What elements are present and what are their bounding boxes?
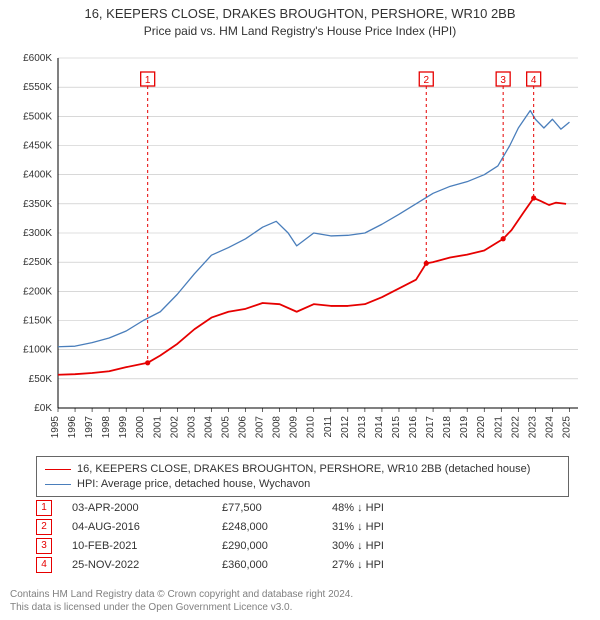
transaction-row: 3 10-FEB-2021£290,00030% ↓ HPI: [36, 536, 452, 555]
svg-text:1998: 1998: [101, 416, 112, 439]
svg-text:2022: 2022: [510, 416, 521, 439]
svg-text:£200K: £200K: [23, 286, 52, 297]
svg-text:2023: 2023: [527, 416, 538, 439]
svg-text:2015: 2015: [391, 416, 402, 439]
svg-text:1999: 1999: [118, 416, 129, 439]
svg-text:£50K: £50K: [29, 374, 53, 385]
transaction-row: 1 03-APR-2000£77,50048% ↓ HPI: [36, 498, 452, 517]
svg-text:3: 3: [500, 75, 506, 86]
svg-text:2025: 2025: [561, 416, 572, 439]
line-chart-svg: £0K £50K £100K £150K £200K £250K £300K £350K £40…: [8, 48, 592, 448]
transaction-hpi-delta: 30% ↓ HPI: [332, 540, 452, 552]
transaction-index-box: 4: [36, 557, 52, 573]
svg-text:£600K: £600K: [23, 53, 52, 64]
svg-text:2003: 2003: [186, 416, 197, 439]
svg-text:£450K: £450K: [23, 141, 52, 152]
svg-text:£100K: £100K: [23, 345, 52, 356]
svg-text:2017: 2017: [425, 416, 436, 439]
legend-swatch-icon: [45, 484, 71, 485]
transaction-price: £77,500: [222, 502, 332, 514]
svg-text:2016: 2016: [408, 416, 419, 439]
transaction-row: 2 04-AUG-2016£248,00031% ↓ HPI: [36, 517, 452, 536]
svg-text:2000: 2000: [135, 416, 146, 439]
svg-text:2011: 2011: [323, 416, 334, 438]
svg-text:2014: 2014: [374, 416, 385, 439]
chart-area: £0K £50K £100K £150K £200K £250K £300K £350K £40…: [8, 48, 592, 448]
transaction-date: 10-FEB-2021: [72, 540, 222, 552]
attribution-line2: This data is licensed under the Open Gov…: [10, 601, 353, 614]
legend-label: HPI: Average price, detached house, Wych…: [77, 477, 310, 492]
svg-text:1995: 1995: [50, 416, 61, 439]
transaction-marker-2: 2: [419, 72, 433, 266]
series-hpi: [58, 111, 569, 347]
legend-item-0: 16, KEEPERS CLOSE, DRAKES BROUGHTON, PER…: [45, 462, 560, 477]
svg-text:£0K: £0K: [34, 403, 52, 414]
transactions-table: 1 03-APR-2000£77,50048% ↓ HPI 2 04-AUG-2016…: [36, 498, 452, 574]
svg-text:2021: 2021: [493, 416, 504, 439]
transaction-date: 04-AUG-2016: [72, 521, 222, 533]
legend: 16, KEEPERS CLOSE, DRAKES BROUGHTON, PER…: [36, 456, 569, 497]
legend-swatch-icon: [45, 469, 71, 470]
transaction-index-box: 2: [36, 519, 52, 535]
svg-text:1996: 1996: [67, 416, 78, 439]
transaction-date: 25-NOV-2022: [72, 559, 222, 571]
transaction-date: 03-APR-2000: [72, 502, 222, 514]
transaction-marker-4: 4: [527, 72, 541, 201]
svg-text:2007: 2007: [255, 416, 266, 439]
svg-text:2006: 2006: [238, 416, 249, 439]
svg-text:4: 4: [531, 75, 537, 86]
chart-title-address: 16, KEEPERS CLOSE, DRAKES BROUGHTON, PER…: [0, 6, 600, 21]
series-property: [58, 198, 566, 375]
attribution-line1: Contains HM Land Registry data © Crown c…: [10, 588, 353, 601]
svg-text:£150K: £150K: [23, 316, 52, 327]
svg-text:2018: 2018: [442, 416, 453, 439]
transaction-hpi-delta: 27% ↓ HPI: [332, 559, 452, 571]
svg-text:2010: 2010: [306, 416, 317, 439]
svg-text:£350K: £350K: [23, 199, 52, 210]
chart-title-subtitle: Price paid vs. HM Land Registry's House …: [0, 24, 600, 38]
svg-text:2004: 2004: [203, 416, 214, 439]
svg-text:£500K: £500K: [23, 111, 52, 122]
svg-text:1997: 1997: [84, 416, 95, 439]
svg-text:2024: 2024: [544, 416, 555, 439]
svg-text:£550K: £550K: [23, 82, 52, 93]
transaction-price: £290,000: [222, 540, 332, 552]
svg-text:2: 2: [423, 75, 429, 86]
transaction-hpi-delta: 31% ↓ HPI: [332, 521, 452, 533]
svg-text:2020: 2020: [476, 416, 487, 439]
transaction-price: £248,000: [222, 521, 332, 533]
svg-text:£250K: £250K: [23, 257, 52, 268]
svg-text:2008: 2008: [272, 416, 283, 439]
svg-text:£400K: £400K: [23, 170, 52, 181]
svg-text:2013: 2013: [357, 416, 368, 439]
svg-text:2005: 2005: [220, 416, 231, 439]
attribution: Contains HM Land Registry data © Crown c…: [10, 588, 353, 614]
svg-text:2002: 2002: [169, 416, 180, 439]
svg-text:2019: 2019: [459, 416, 470, 439]
transaction-row: 4 25-NOV-2022£360,00027% ↓ HPI: [36, 555, 452, 574]
transaction-hpi-delta: 48% ↓ HPI: [332, 502, 452, 514]
svg-text:2012: 2012: [340, 416, 351, 439]
svg-text:1: 1: [145, 75, 151, 86]
chart-title-block: 16, KEEPERS CLOSE, DRAKES BROUGHTON, PER…: [0, 0, 600, 38]
svg-text:2001: 2001: [152, 416, 163, 439]
transaction-index-box: 3: [36, 538, 52, 554]
svg-text:£300K: £300K: [23, 228, 52, 239]
transaction-price: £360,000: [222, 559, 332, 571]
transaction-index-box: 1: [36, 500, 52, 516]
svg-text:2009: 2009: [289, 416, 300, 439]
legend-label: 16, KEEPERS CLOSE, DRAKES BROUGHTON, PER…: [77, 462, 530, 477]
legend-item-1: HPI: Average price, detached house, Wych…: [45, 477, 560, 492]
